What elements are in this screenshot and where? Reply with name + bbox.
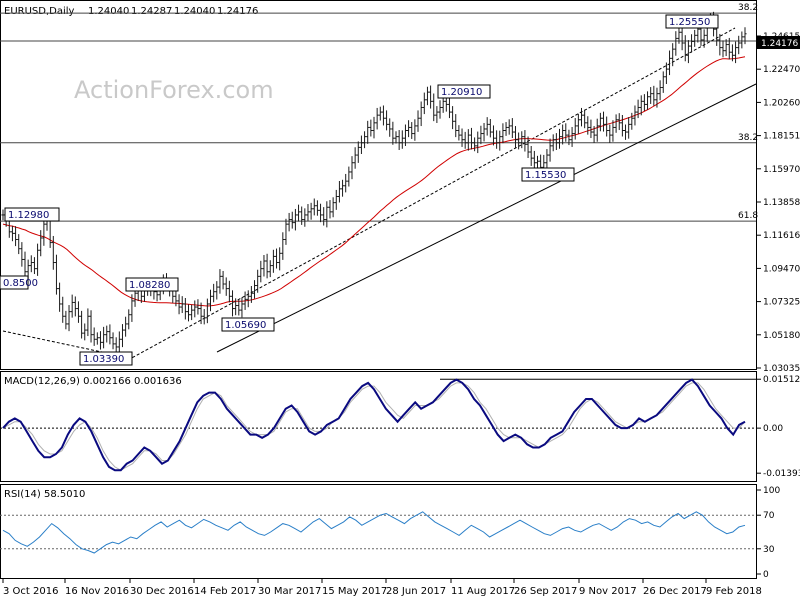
macd-title: MACD(12,26,9) 0.002166 0.001636 — [4, 376, 182, 387]
macd-tick-label: -0.01393 — [763, 469, 800, 479]
date-tick-label: 30 Mar 2017 — [258, 586, 321, 597]
fib-level-label: 61.8 — [738, 211, 758, 221]
price-tick-label: 1.15970 — [763, 165, 800, 175]
price-panel-frame — [0, 0, 757, 370]
fib-level-label: 38.2 — [738, 3, 758, 13]
rsi-tick-label: 70 — [763, 511, 775, 521]
price-bars — [1, 11, 747, 355]
macd-line — [2, 378, 746, 472]
date-tick-label: 16 Nov 2016 — [65, 586, 129, 597]
symbol-label: EURUSD,Daily — [4, 6, 75, 17]
macd-tick-label: 0.01512 — [763, 375, 800, 385]
macd-axis: 0.01512 0.00 -0.01393 — [757, 375, 800, 479]
fib-lines: 38.2 38.2 61.8 — [0, 3, 758, 222]
rsi-title: RSI(14) 58.5010 — [4, 489, 85, 500]
price-tick-label: 1.13858 — [763, 198, 800, 208]
price-tick-label: 1.11616 — [763, 231, 800, 241]
price-annotation-box — [221, 317, 275, 332]
price-annotation-box — [521, 167, 575, 182]
price-annotation-label: 1.05690 — [225, 320, 266, 331]
price-tick-label: 1.20260 — [763, 98, 800, 108]
date-tick-label: 26 Sep 2017 — [514, 586, 577, 597]
price-panel: EURUSD,Daily 1.24040 1.24287 1.24040 1.2… — [0, 0, 800, 374]
macd-tick-label: 0.00 — [763, 424, 783, 434]
last-price-box — [757, 36, 800, 49]
price-annotation-label: 1.12980 — [8, 210, 49, 221]
price-annotations: 1.12980 0.8500 1.08280 1.03390 1.05690 1.2091… — [0, 14, 719, 366]
last-price-label: 1.24176 — [761, 39, 798, 49]
macd-signal-line — [2, 382, 746, 471]
ohlc-low: 1.24040 — [174, 6, 215, 17]
trend-lines — [2, 27, 757, 361]
price-tick-label: 1.22470 — [763, 65, 800, 75]
ohlc-high: 1.24287 — [131, 6, 172, 17]
date-tick-label: 11 Aug 2017 — [451, 586, 515, 597]
price-annotation-box — [437, 84, 491, 99]
ohlc-close: 1.24176 — [217, 6, 258, 17]
rsi-tick-label: 30 — [763, 545, 775, 555]
price-annotation-label: 1.03390 — [83, 354, 124, 365]
price-tick-label: 1.07325 — [763, 298, 800, 308]
date-axis: 3 Oct 2016 16 Nov 2016 30 Dec 2016 14 Feb 2… — [2, 579, 762, 597]
macd-panel-frame — [0, 371, 757, 482]
date-tick-label: 14 Feb 2017 — [194, 586, 256, 597]
rsi-tick-label: 100 — [763, 486, 780, 496]
rsi-line — [2, 511, 746, 554]
ema-line — [2, 56, 746, 307]
rsi-guides — [0, 514, 756, 550]
price-annotation-label: 1.25550 — [669, 17, 710, 28]
rsi-axis: 100 70 30 0 — [757, 486, 780, 580]
price-tick-label: 1.03035 — [763, 364, 800, 374]
price-annotation-box — [665, 14, 719, 29]
channel-support-line — [216, 83, 757, 353]
price-annotation-label: 0.8500 — [3, 278, 38, 289]
price-annotation-label: 1.20910 — [441, 87, 482, 98]
ohlc-open: 1.24040 — [88, 6, 129, 17]
price-axis: 1.246151.224701.202601.181511.159701.138… — [757, 32, 800, 374]
macd-guides — [0, 378, 756, 429]
rsi-panel-frame — [0, 484, 757, 579]
price-annotation-label: 1.08280 — [129, 280, 170, 291]
date-tick-label: 28 Jun 2017 — [386, 586, 446, 597]
date-tick-label: 30 Dec 2016 — [130, 586, 194, 597]
fib-level-label: 38.2 — [738, 133, 758, 143]
price-tick-label: 1.18151 — [763, 132, 800, 142]
date-tick-label: 15 May 2017 — [322, 586, 387, 597]
macd-panel: MACD(12,26,9) 0.002166 0.001636 0.015120… — [0, 371, 800, 482]
date-tick-label: 9 Feb 2018 — [706, 586, 762, 597]
price-annotation-label: 1.15530 — [525, 170, 566, 181]
date-tick-label: 3 Oct 2016 — [3, 586, 58, 597]
channel-dashed-line — [127, 27, 736, 361]
price-tick-label: 1.05180 — [763, 331, 800, 341]
rsi-panel: RSI(14) 58.5010 100 70 30 0 — [0, 484, 780, 580]
rsi-tick-label: 0 — [763, 570, 769, 580]
price-tick-label: 1.09470 — [763, 264, 800, 274]
price-annotation-box — [79, 351, 133, 366]
price-annotation-box — [4, 207, 60, 222]
lower-dashed-line — [2, 330, 131, 359]
watermark: ActionForex.com — [74, 76, 274, 104]
date-tick-label: 26 Dec 2017 — [643, 586, 707, 597]
date-tick-label: 9 Nov 2017 — [579, 586, 637, 597]
price-annotation-box — [125, 277, 179, 292]
price-annotation-box — [0, 275, 29, 290]
